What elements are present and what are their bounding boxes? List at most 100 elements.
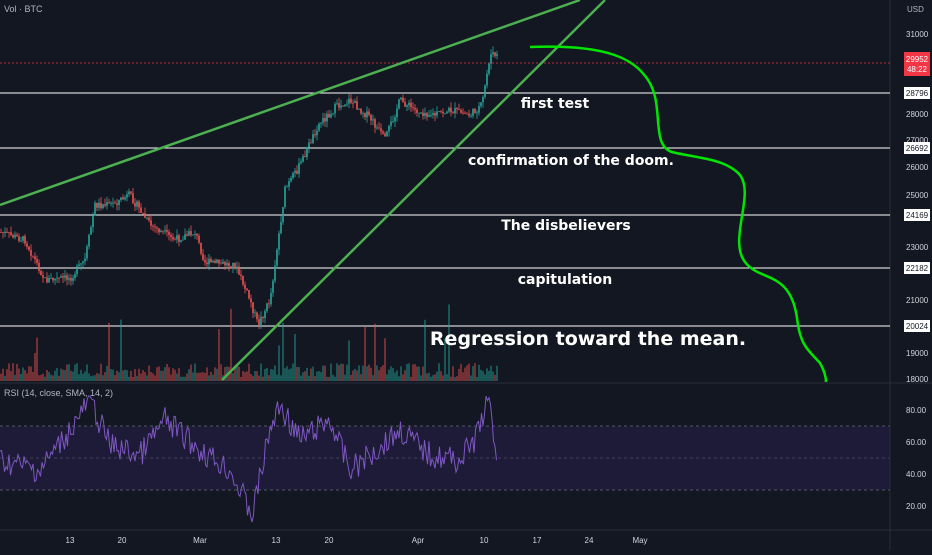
volume-bar xyxy=(472,365,474,381)
volume-bar xyxy=(370,367,372,381)
volume-bar xyxy=(416,366,418,381)
volume-bar xyxy=(496,365,498,381)
candle-body xyxy=(214,260,216,263)
candle-body xyxy=(258,319,260,326)
volume-bar xyxy=(318,371,320,381)
volume-bar xyxy=(426,373,428,381)
candle-body xyxy=(24,236,26,244)
volume-bar xyxy=(326,376,328,381)
candle-body xyxy=(346,103,348,105)
candle-body xyxy=(494,52,496,56)
currency-label: USD xyxy=(907,5,924,14)
volume-bar xyxy=(452,366,454,381)
volume-bar xyxy=(346,364,348,381)
volume-bar xyxy=(340,363,342,381)
candle-body xyxy=(254,312,256,314)
volume-bar xyxy=(164,367,166,381)
candle-body xyxy=(14,234,16,238)
volume-bar xyxy=(292,363,294,381)
volume-bar xyxy=(260,363,262,381)
candle-body xyxy=(412,107,414,108)
volume-bar xyxy=(208,375,210,381)
candle-body xyxy=(28,246,30,250)
candle-body xyxy=(70,278,72,281)
level-tag-text: 24169 xyxy=(906,211,929,220)
volume-bar xyxy=(406,364,408,381)
current-price-tag: 29952 48:22 xyxy=(904,52,930,76)
candle-body xyxy=(168,231,170,235)
candle-body xyxy=(424,113,426,116)
candle-body xyxy=(108,202,110,204)
volume-bar xyxy=(138,368,140,381)
volume-bar xyxy=(412,364,414,381)
candle-body xyxy=(174,239,176,241)
candle-body xyxy=(114,202,116,204)
volume-bar xyxy=(440,371,442,381)
volume-bar xyxy=(186,373,188,381)
volume-bar xyxy=(446,374,448,381)
candle-body xyxy=(78,264,80,267)
volume-bar xyxy=(328,376,330,381)
candle-body xyxy=(298,163,300,174)
candle-body xyxy=(402,97,404,102)
time-tick: 13 xyxy=(66,536,75,545)
candle-body xyxy=(444,113,446,115)
volume-bar xyxy=(14,374,16,381)
candle-body xyxy=(398,99,400,109)
candle-body xyxy=(100,202,102,209)
candle-body xyxy=(274,265,276,281)
projection-path[interactable] xyxy=(529,45,828,383)
candle-body xyxy=(68,278,70,280)
candle-body xyxy=(292,172,294,178)
candle-body xyxy=(160,230,162,233)
candle-body xyxy=(326,113,328,122)
rsi-axis[interactable]: 80.00 60.00 40.00 20.00 xyxy=(906,406,927,511)
candle-body xyxy=(224,261,226,266)
volume-bar xyxy=(456,376,458,381)
volume-bar xyxy=(34,352,36,381)
candle-body xyxy=(216,259,218,263)
lower-trendline[interactable] xyxy=(221,0,606,381)
volume-bar xyxy=(214,367,216,381)
candle-body xyxy=(196,234,198,236)
upper-trendline[interactable] xyxy=(0,0,581,207)
volume-bar xyxy=(492,371,494,381)
candle-body xyxy=(146,217,148,219)
candle-body xyxy=(82,261,84,264)
volume-bar xyxy=(396,370,398,381)
volume-bar xyxy=(2,368,4,381)
volume-bar xyxy=(160,370,162,381)
candle-body xyxy=(112,202,114,204)
volume-bar xyxy=(300,375,302,381)
candle-body xyxy=(66,275,68,280)
candle-body xyxy=(472,108,474,116)
candle-body xyxy=(382,131,384,134)
volume-bar xyxy=(322,365,324,381)
volume-bar xyxy=(246,371,248,381)
candle-body xyxy=(296,170,298,174)
volume-bar xyxy=(356,370,358,381)
volume-bar xyxy=(188,369,190,381)
price-axis[interactable]: 31000 28000 27000 26000 25000 23000 2100… xyxy=(906,30,929,384)
candle-body xyxy=(198,235,200,243)
volume-bar xyxy=(244,372,246,381)
candle-body xyxy=(34,256,36,260)
volume-bar xyxy=(218,329,220,381)
time-axis[interactable]: 13 20 Mar 13 20 Apr 10 17 24 May xyxy=(66,536,648,545)
volume-bar xyxy=(342,363,344,381)
candle-body xyxy=(232,262,234,269)
candle-body xyxy=(414,107,416,110)
volume-bar xyxy=(304,371,306,381)
volume-bar xyxy=(476,376,478,381)
candle-body xyxy=(92,215,94,228)
candle-body xyxy=(44,277,46,279)
volume-bar xyxy=(86,364,88,381)
volume-bar xyxy=(330,363,332,381)
volume-bar xyxy=(66,364,68,381)
volume-bar xyxy=(268,375,270,381)
candle-body xyxy=(184,234,186,240)
candle-body xyxy=(194,234,196,235)
candle-body xyxy=(470,115,472,117)
